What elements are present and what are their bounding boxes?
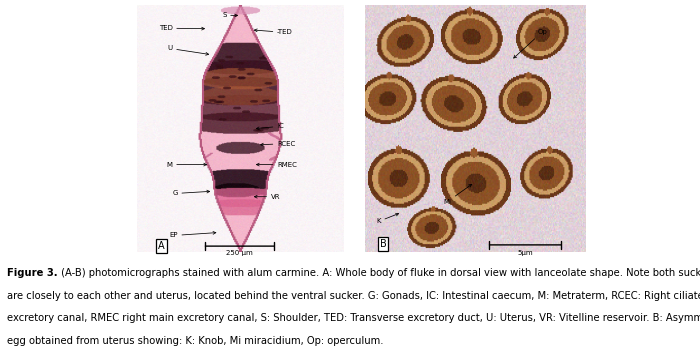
Text: G: G xyxy=(172,190,209,197)
Text: 5μm: 5μm xyxy=(517,250,533,256)
Text: A: A xyxy=(158,241,164,251)
Text: TED: TED xyxy=(159,25,204,31)
Text: -TED: -TED xyxy=(254,29,293,35)
Text: S: S xyxy=(222,12,237,18)
Text: RMEC: RMEC xyxy=(256,161,297,168)
Text: VR: VR xyxy=(254,194,280,200)
Text: are closely to each other and uterus, located behind the ventral sucker. G: Gona: are closely to each other and uterus, lo… xyxy=(7,291,700,301)
Text: IC: IC xyxy=(256,123,284,130)
Text: B: B xyxy=(379,239,386,249)
Text: egg obtained from uterus showing: K: Knob, Mi miracidium, Op: operculum.: egg obtained from uterus showing: K: Kno… xyxy=(7,336,384,346)
Text: 250 μm: 250 μm xyxy=(226,250,253,256)
Text: (A-B) photomicrographs stained with alum carmine. A: Whole body of fluke in dors: (A-B) photomicrographs stained with alum… xyxy=(58,268,700,278)
Text: excretory canal, RMEC right main excretory canal, S: Shoulder, TED: Transverse e: excretory canal, RMEC right main excreto… xyxy=(7,313,700,323)
Text: RCEC: RCEC xyxy=(260,141,295,147)
Text: M: M xyxy=(167,161,206,168)
Text: K: K xyxy=(377,213,398,224)
Text: EP: EP xyxy=(169,231,216,238)
Text: Figure 3.: Figure 3. xyxy=(7,268,57,278)
Text: Mi: Mi xyxy=(443,184,472,205)
Text: Op: Op xyxy=(514,29,547,58)
Text: U: U xyxy=(167,46,209,55)
